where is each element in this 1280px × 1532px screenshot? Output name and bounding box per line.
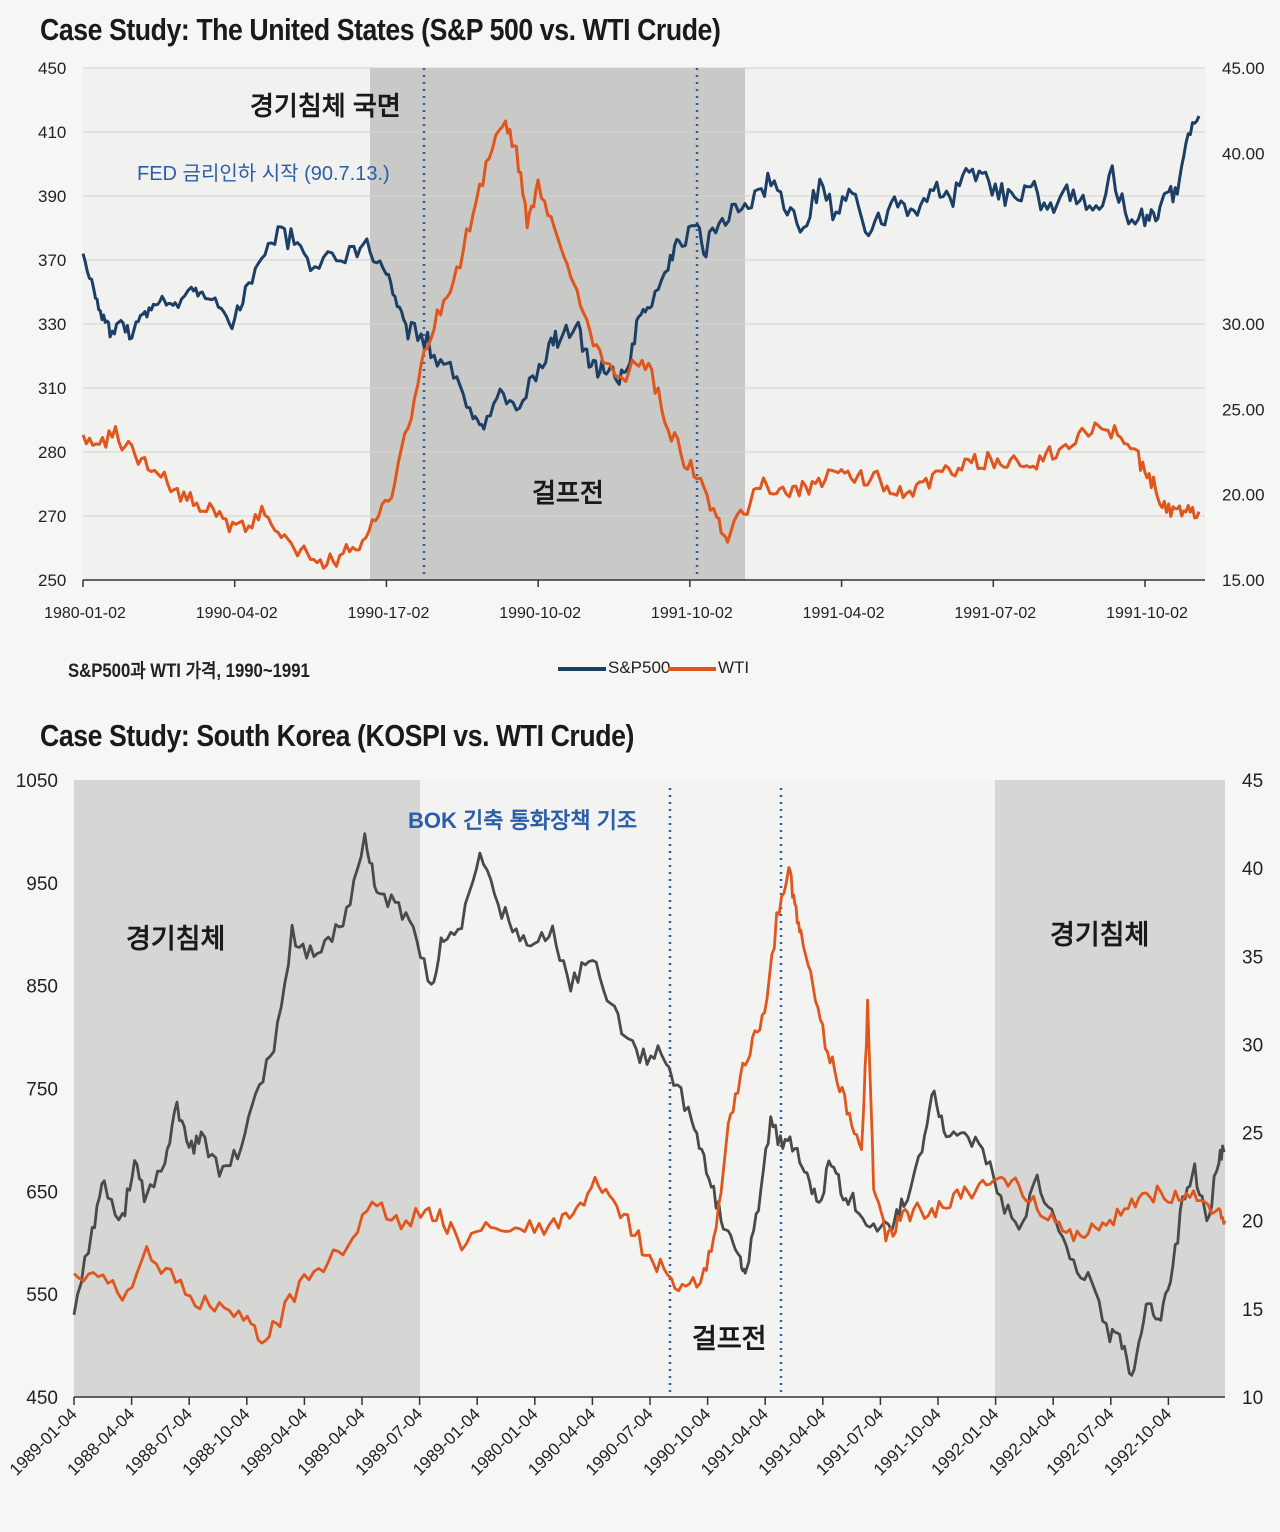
us-left-tick-label: 250 <box>38 571 66 590</box>
kr-left-tick-label: 650 <box>26 1182 58 1203</box>
us-sp500-line <box>81 115 1201 431</box>
us-x-tick-label: 1990-10-02 <box>499 605 581 622</box>
us-fed-annotation: FED 금리인하 시작 (90.7.13.) <box>137 162 390 185</box>
us-left-tick-label: 330 <box>38 315 66 334</box>
kr-left-tick-label: 950 <box>26 874 58 895</box>
us-left-tick-label: 410 <box>38 123 66 142</box>
kr-kospi-line <box>72 832 1226 1377</box>
kr-left-tick-label: 550 <box>26 1285 58 1306</box>
us-legend-sp500-swatch <box>558 666 606 671</box>
kr-right-tick-label: 20 <box>1242 1212 1263 1233</box>
us-wti-line <box>81 119 1201 570</box>
kr-left-tick-label: 850 <box>26 977 58 998</box>
us-chart: 450 410 390 370 330 310 280 270 250 45.00 40.00 30.… <box>38 59 1265 622</box>
us-x-tick-label: 1980-01-02 <box>44 605 126 622</box>
kr-right-tick-label: 15 <box>1242 1300 1263 1321</box>
us-legend-wti-swatch <box>668 666 716 671</box>
kr-chart: 1050950850750650550450454035302520151019… <box>6 771 1263 1479</box>
us-right-tick-label: 20.00 <box>1222 486 1265 505</box>
us-left-tick-label: 270 <box>38 507 66 526</box>
kr-recession-label-left: 경기침체 <box>126 924 225 954</box>
kr-left-tick-label: 750 <box>26 1080 58 1101</box>
us-legend-wti-label: WTI <box>718 658 750 677</box>
us-x-tick-label: 1991-10-02 <box>1106 605 1188 622</box>
kr-chart-title: Case Study: South Korea (KOSPI vs. WTI C… <box>40 718 634 753</box>
us-left-tick-label: 450 <box>38 59 66 78</box>
kr-recession-band-left <box>74 780 420 1397</box>
us-x-tick-label: 1991-07-02 <box>954 605 1036 622</box>
us-right-tick-label: 25.00 <box>1222 400 1265 419</box>
kr-recession-label-right: 경기침체 <box>1050 920 1149 950</box>
us-x-tick-label: 1990-04-02 <box>196 605 278 622</box>
kr-right-tick-label: 25 <box>1242 1124 1263 1145</box>
kr-right-tick-label: 10 <box>1242 1388 1263 1409</box>
us-legend-wti: WTI <box>668 658 749 678</box>
us-left-tick-label: 390 <box>38 187 66 206</box>
kr-left-tick-label: 1050 <box>16 771 58 792</box>
kr-wti-line <box>73 866 1227 1345</box>
kr-right-tick-label: 30 <box>1242 1035 1263 1056</box>
us-left-tick-label: 310 <box>38 379 66 398</box>
us-legend-sp500-label: S&P500 <box>608 658 671 677</box>
kr-gulf-war-label: 걸프전 <box>692 1324 767 1354</box>
us-x-tick-label: 1991-04-02 <box>803 605 885 622</box>
us-legend-sp500: S&P500 <box>558 658 670 678</box>
kr-left-tick-label: 450 <box>26 1388 58 1409</box>
us-chart-title: Case Study: The United States (S&P 500 v… <box>40 12 721 47</box>
us-x-tick-label: 1991-10-02 <box>651 605 733 622</box>
us-chart-caption: S&P500과 WTI 가격, 1990~1991 <box>68 661 310 682</box>
us-left-tick-label: 370 <box>38 251 66 270</box>
us-left-tick-label: 280 <box>38 443 66 462</box>
kr-right-tick-label: 35 <box>1242 947 1263 968</box>
kr-right-tick-label: 45 <box>1242 771 1263 792</box>
kr-recession-band-right <box>995 780 1225 1397</box>
us-right-tick-label: 30.00 <box>1222 315 1265 334</box>
us-gulf-war-label: 걸프전 <box>532 478 604 508</box>
us-right-tick-label: 45.00 <box>1222 59 1265 78</box>
us-x-tick-label: 1990-17-02 <box>348 605 430 622</box>
us-recession-label: 경기침체 국면 <box>250 91 401 121</box>
kr-right-tick-label: 40 <box>1242 859 1263 880</box>
us-right-tick-label: 15.00 <box>1222 571 1265 590</box>
kr-bok-annotation: BOK 긴축 통화장책 기조 <box>408 808 637 833</box>
us-right-tick-label: 40.00 <box>1222 144 1265 163</box>
